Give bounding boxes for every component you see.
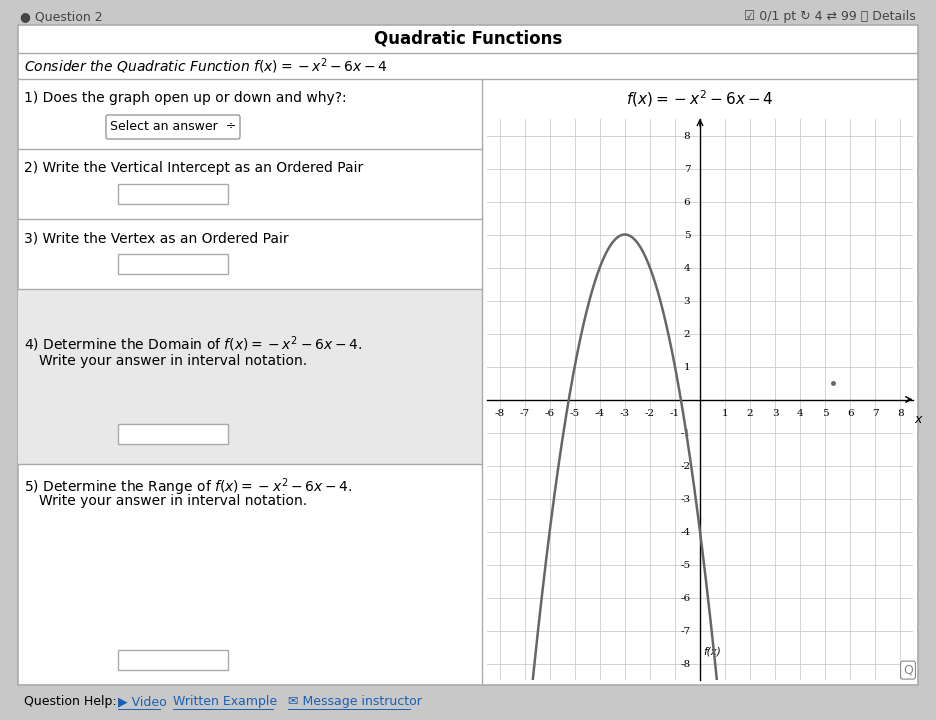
Text: Consider the Quadratic Function $f(x) = -x^2 - 6x - 4$: Consider the Quadratic Function $f(x) = …: [24, 56, 388, 76]
Text: x: x: [914, 413, 922, 426]
Bar: [18, 289, 482, 464]
Text: ● Question 2: ● Question 2: [20, 10, 103, 23]
Bar: [118, 424, 228, 444]
Text: ✉ Message instructor: ✉ Message instructor: [288, 695, 422, 708]
Text: Q: Q: [903, 664, 913, 677]
Text: 4) Determine the Domain of $f(x) = -x^2 - 6x - 4$.: 4) Determine the Domain of $f(x) = -x^2 …: [24, 334, 362, 354]
Text: Write your answer in interval notation.: Write your answer in interval notation.: [39, 494, 307, 508]
Text: 3) Write the Vertex as an Ordered Pair: 3) Write the Vertex as an Ordered Pair: [24, 231, 288, 245]
Text: $f(x) = -x^2 - 6x - 4$: $f(x) = -x^2 - 6x - 4$: [626, 89, 774, 109]
Text: 5) Determine the Range of $f(x) = -x^2 - 6x - 4$.: 5) Determine the Range of $f(x) = -x^2 -…: [24, 476, 353, 498]
Text: Written Example: Written Example: [173, 695, 277, 708]
Text: Quadratic Functions: Quadratic Functions: [373, 30, 563, 48]
Text: 2) Write the Vertical Intercept as an Ordered Pair: 2) Write the Vertical Intercept as an Or…: [24, 161, 363, 175]
Bar: [118, 650, 228, 670]
Bar: [118, 254, 228, 274]
Text: Question Help:: Question Help:: [24, 695, 117, 708]
Text: Write your answer in interval notation.: Write your answer in interval notation.: [39, 354, 307, 368]
Text: ▶ Video: ▶ Video: [118, 695, 167, 708]
Text: f(x): f(x): [704, 647, 722, 657]
FancyBboxPatch shape: [106, 115, 240, 139]
Text: 1) Does the graph open up or down and why?:: 1) Does the graph open up or down and wh…: [24, 91, 346, 105]
Text: Select an answer  ÷: Select an answer ÷: [110, 120, 236, 133]
Bar: [118, 184, 228, 204]
Text: ☑ 0/1 pt ↻ 4 ⇄ 99 ⓘ Details: ☑ 0/1 pt ↻ 4 ⇄ 99 ⓘ Details: [744, 10, 916, 23]
